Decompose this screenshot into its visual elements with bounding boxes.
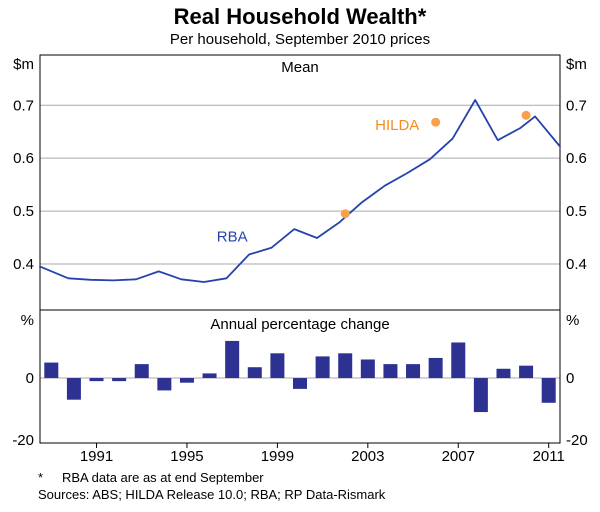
y-tick-label-right: -20: [566, 432, 588, 449]
unit-label-left: $m: [13, 56, 34, 73]
x-tick-label: 2003: [351, 448, 384, 465]
y-tick-label-right: 0.4: [566, 256, 587, 273]
x-tick-label: 1999: [261, 448, 294, 465]
series-label-hilda: HILDA: [375, 117, 419, 134]
annual-change-bar-2001: [315, 356, 330, 379]
annual-change-bar-1990: [66, 378, 81, 400]
annual-change-bar-1995: [179, 378, 194, 383]
y-tick-label-left: 0.5: [13, 203, 34, 220]
unit-label-left: %: [21, 312, 34, 329]
annual-change-bar-2007: [451, 342, 466, 379]
y-tick-label-left: 0.7: [13, 97, 34, 114]
annual-change-bar-2006: [428, 357, 443, 379]
y-tick-label-right: 0.6: [566, 150, 587, 167]
y-tick-label-left: 0.6: [13, 150, 34, 167]
hilda-dot: [340, 209, 350, 219]
annual-change-bar-2010: [519, 365, 534, 379]
chart-title: Real Household Wealth*: [173, 4, 427, 29]
annual-change-bar-1996: [202, 373, 217, 379]
rba-wealth-line: [39, 99, 561, 283]
annual-change-bar-2004: [383, 364, 398, 379]
annual-change-bar-2009: [496, 368, 511, 379]
y-tick-label-right: 0.7: [566, 97, 587, 114]
annual-change-bar-1991: [89, 378, 104, 382]
unit-label-right: $m: [566, 56, 587, 73]
annual-change-bar-1998: [247, 367, 262, 379]
upper-panel-frame: [39, 54, 561, 311]
annual-change-bar-2011: [541, 378, 556, 403]
unit-label-right: %: [566, 312, 579, 329]
footnote-marker: *: [38, 470, 44, 485]
annual-change-bar-1989: [44, 362, 59, 379]
annual-change-bar-2000: [293, 378, 307, 389]
footnote-text: RBA data are as at end September: [62, 470, 264, 485]
chart-footer: * RBA data are as at end September Sourc…: [38, 470, 586, 503]
annual-change-bar-2003: [360, 359, 375, 379]
upper-panel-title: Mean: [281, 59, 319, 76]
hilda-dot: [431, 117, 441, 127]
annual-change-bar-1997: [225, 340, 240, 379]
annual-change-bar-1999: [270, 353, 285, 379]
annual-change-bar-2005: [406, 364, 421, 379]
hilda-dot: [521, 110, 531, 120]
annual-change-bar-1993: [134, 364, 149, 379]
annual-change-bar-2008: [473, 378, 488, 413]
y-tick-label-right: 0: [566, 370, 574, 387]
annual-change-bar-2002: [338, 353, 353, 379]
y-tick-label-left: 0.4: [13, 256, 34, 273]
x-tick-label: 2007: [442, 448, 475, 465]
chart-subtitle: Per household, September 2010 prices: [169, 31, 431, 48]
x-tick-label: 1995: [170, 448, 203, 465]
footnote: * RBA data are as at end September: [38, 470, 586, 486]
y-tick-label-left: 0: [26, 370, 34, 387]
sources-line: Sources: ABS; HILDA Release 10.0; RBA; R…: [38, 487, 386, 502]
annual-change-bar-1992: [112, 378, 127, 382]
lower-panel-frame: [39, 309, 561, 444]
series-label-rba: RBA: [217, 228, 248, 245]
annual-change-bar-1994: [157, 378, 172, 391]
x-tick-label: 2011: [533, 448, 565, 465]
y-tick-label-left: -20: [12, 432, 34, 449]
lower-panel-title: Annual percentage change: [210, 316, 389, 333]
x-tick-label: 1991: [80, 448, 113, 465]
y-tick-label-right: 0.5: [566, 203, 587, 220]
